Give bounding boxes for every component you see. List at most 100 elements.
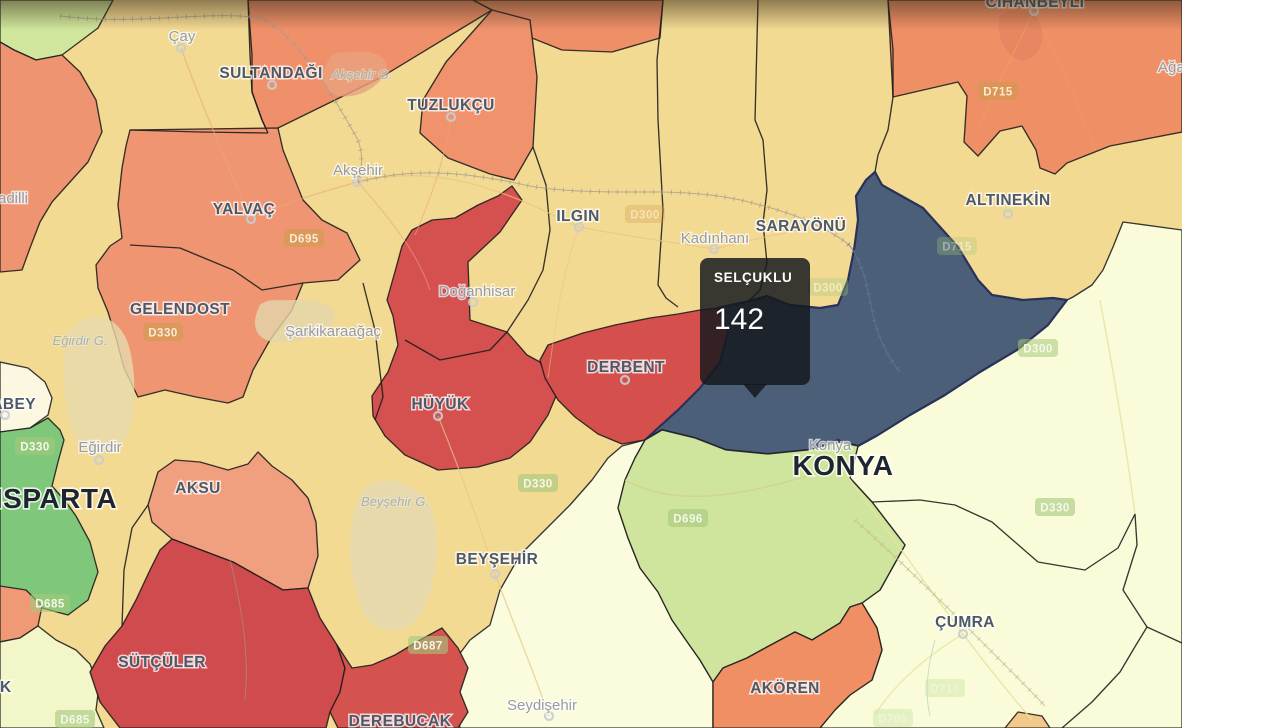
town-marker-icon [93, 454, 105, 466]
town-marker-icon [1002, 208, 1014, 220]
town-marker-icon [0, 409, 11, 421]
svg-text:D705: D705 [878, 714, 908, 726]
town-marker-icon [445, 111, 457, 123]
region-tan-wedge-bottom[interactable] [1004, 711, 1051, 728]
town-marker-icon [175, 42, 187, 54]
road-line-14 [926, 639, 936, 717]
svg-text:D300: D300 [813, 283, 843, 295]
svg-text:D300: D300 [630, 210, 660, 222]
lake-beysehir [350, 480, 437, 631]
town-label-adilli: adilli [0, 190, 28, 207]
railway-line-3 [854, 519, 1046, 707]
town-marker-icon [619, 374, 631, 386]
lake-aksehir [323, 51, 387, 97]
region-pale-bottomleft[interactable] [0, 625, 105, 728]
road-line-2 [357, 181, 431, 291]
tooltip-value: 142 [714, 303, 765, 336]
district-label-sultanda-i: SULTANDAĞI [219, 64, 322, 82]
svg-text:D300: D300 [1023, 344, 1053, 356]
svg-text:D687: D687 [413, 641, 443, 653]
district-label-atabey: ATABEY [0, 396, 36, 413]
town-label-do-anhisar: Doğanhisar [439, 283, 516, 300]
road-line-3 [414, 116, 452, 236]
svg-text:D715: D715 [942, 242, 972, 254]
region-sutculer[interactable] [89, 538, 346, 728]
town-label-ak-ehir: Akşehir [333, 162, 383, 179]
tooltip-district-name: SELÇUKLU [714, 270, 793, 285]
town-label-seydi-ehir: Seydişehir [507, 697, 577, 714]
road-shield-d715: D715 [937, 237, 977, 255]
border-yalvac-north [129, 129, 269, 134]
district-label-derebucak: DEREBUCAK [349, 713, 452, 728]
district-label-ilgin: ILGIN [556, 208, 599, 225]
svg-text:D330: D330 [20, 442, 50, 454]
road-shield-d300: D300 [625, 205, 665, 223]
district-label-tuzluk-u: TUZLUKÇU [407, 97, 495, 114]
road-shield-d330: D330 [15, 437, 55, 455]
region-salmon-west[interactable] [0, 41, 103, 273]
road-line-0 [180, 47, 252, 220]
border-sarkikaraagac-beysehir [362, 282, 384, 421]
road-shield-d705: D705 [873, 709, 913, 727]
district-label-s-t-ler: SÜTÇÜLER [118, 654, 206, 671]
town-marker-icon [573, 221, 585, 233]
tooltip-pointer-icon [743, 384, 767, 398]
district-label-saray-n: SARAYÖNÜ [756, 218, 846, 235]
border-cay-sultandagi [247, 0, 269, 134]
svg-text:D685: D685 [60, 715, 90, 727]
road-line-8 [547, 226, 580, 379]
road-shield-d687: D687 [408, 636, 448, 654]
road-line-10 [842, 469, 1033, 721]
svg-text:D696: D696 [673, 514, 703, 526]
lake-egirdir [63, 316, 135, 454]
district-label-altineki-n: ALTINEKİN [965, 192, 1050, 209]
road-line-4 [357, 175, 801, 250]
lake-label-bey-ehir-g: Beyşehir G. [361, 494, 429, 509]
border-aksehir-ilgin [506, 146, 551, 333]
district-label-bey-ehi-r: BEYŞEHİR [456, 551, 538, 568]
region-cihanbeyli[interactable] [887, 0, 1182, 175]
town-label-konya: Konya [809, 437, 852, 454]
svg-text:D685: D685 [35, 599, 65, 611]
road-shield-d330: D330 [1035, 498, 1075, 516]
town-label-e-irdir: Eğirdir [78, 439, 121, 456]
road-line-7 [437, 415, 550, 717]
road-line-12 [874, 633, 964, 716]
town-marker-icon [432, 410, 444, 422]
road-shield-d715: D715 [925, 679, 965, 697]
town-label-a-a: Ağa [1158, 59, 1182, 76]
road-line-13 [229, 559, 247, 701]
road-shield-d685: D685 [30, 594, 70, 612]
border-ilgin-kadinhani [656, 0, 679, 308]
border-yalvac-gelendost [129, 244, 304, 291]
district-label-gelendost: GELENDOST [130, 301, 230, 318]
district-label-aksu: AKSU [175, 480, 221, 497]
town-label-ay: Çay [169, 28, 196, 45]
road-line-9 [624, 464, 844, 498]
road-shield-d685: D685 [55, 710, 95, 728]
svg-text:D715: D715 [983, 87, 1013, 99]
map-tooltip: SELÇUKLU 142 [700, 258, 810, 398]
district-label-k: K [0, 679, 12, 696]
district-label-yalva: YALVAÇ [213, 201, 275, 218]
district-label-ak-ren: AKÖREN [750, 680, 820, 697]
lake-label-ak-ehir-g: Akşehir G. [331, 67, 393, 82]
town-marker-icon [708, 243, 720, 255]
city-label-konya: KONYA [792, 450, 893, 481]
town-marker-icon [245, 213, 257, 225]
road-line-11 [1099, 299, 1136, 515]
railway-ticks-0 [59, 13, 365, 183]
road-shield-d695: D695 [284, 229, 324, 247]
border-pale-corner [1146, 626, 1182, 644]
district-label-umra: ÇUMRA [935, 614, 995, 631]
district-label-derbent: DERBENT [587, 359, 665, 376]
railway-line-2 [847, 243, 901, 373]
region-tuzlukcu[interactable] [419, 9, 538, 181]
svg-text:D330: D330 [523, 479, 553, 491]
choropleth-map[interactable]: D695 D330 D715 D300 D330 D685 D685 D687 D330 D696… [0, 0, 1182, 728]
svg-text:D695: D695 [289, 234, 319, 246]
road-shield-d300: D300 [1018, 339, 1058, 357]
region-akoren[interactable] [712, 602, 883, 728]
road-shield-d715: D715 [978, 82, 1018, 100]
